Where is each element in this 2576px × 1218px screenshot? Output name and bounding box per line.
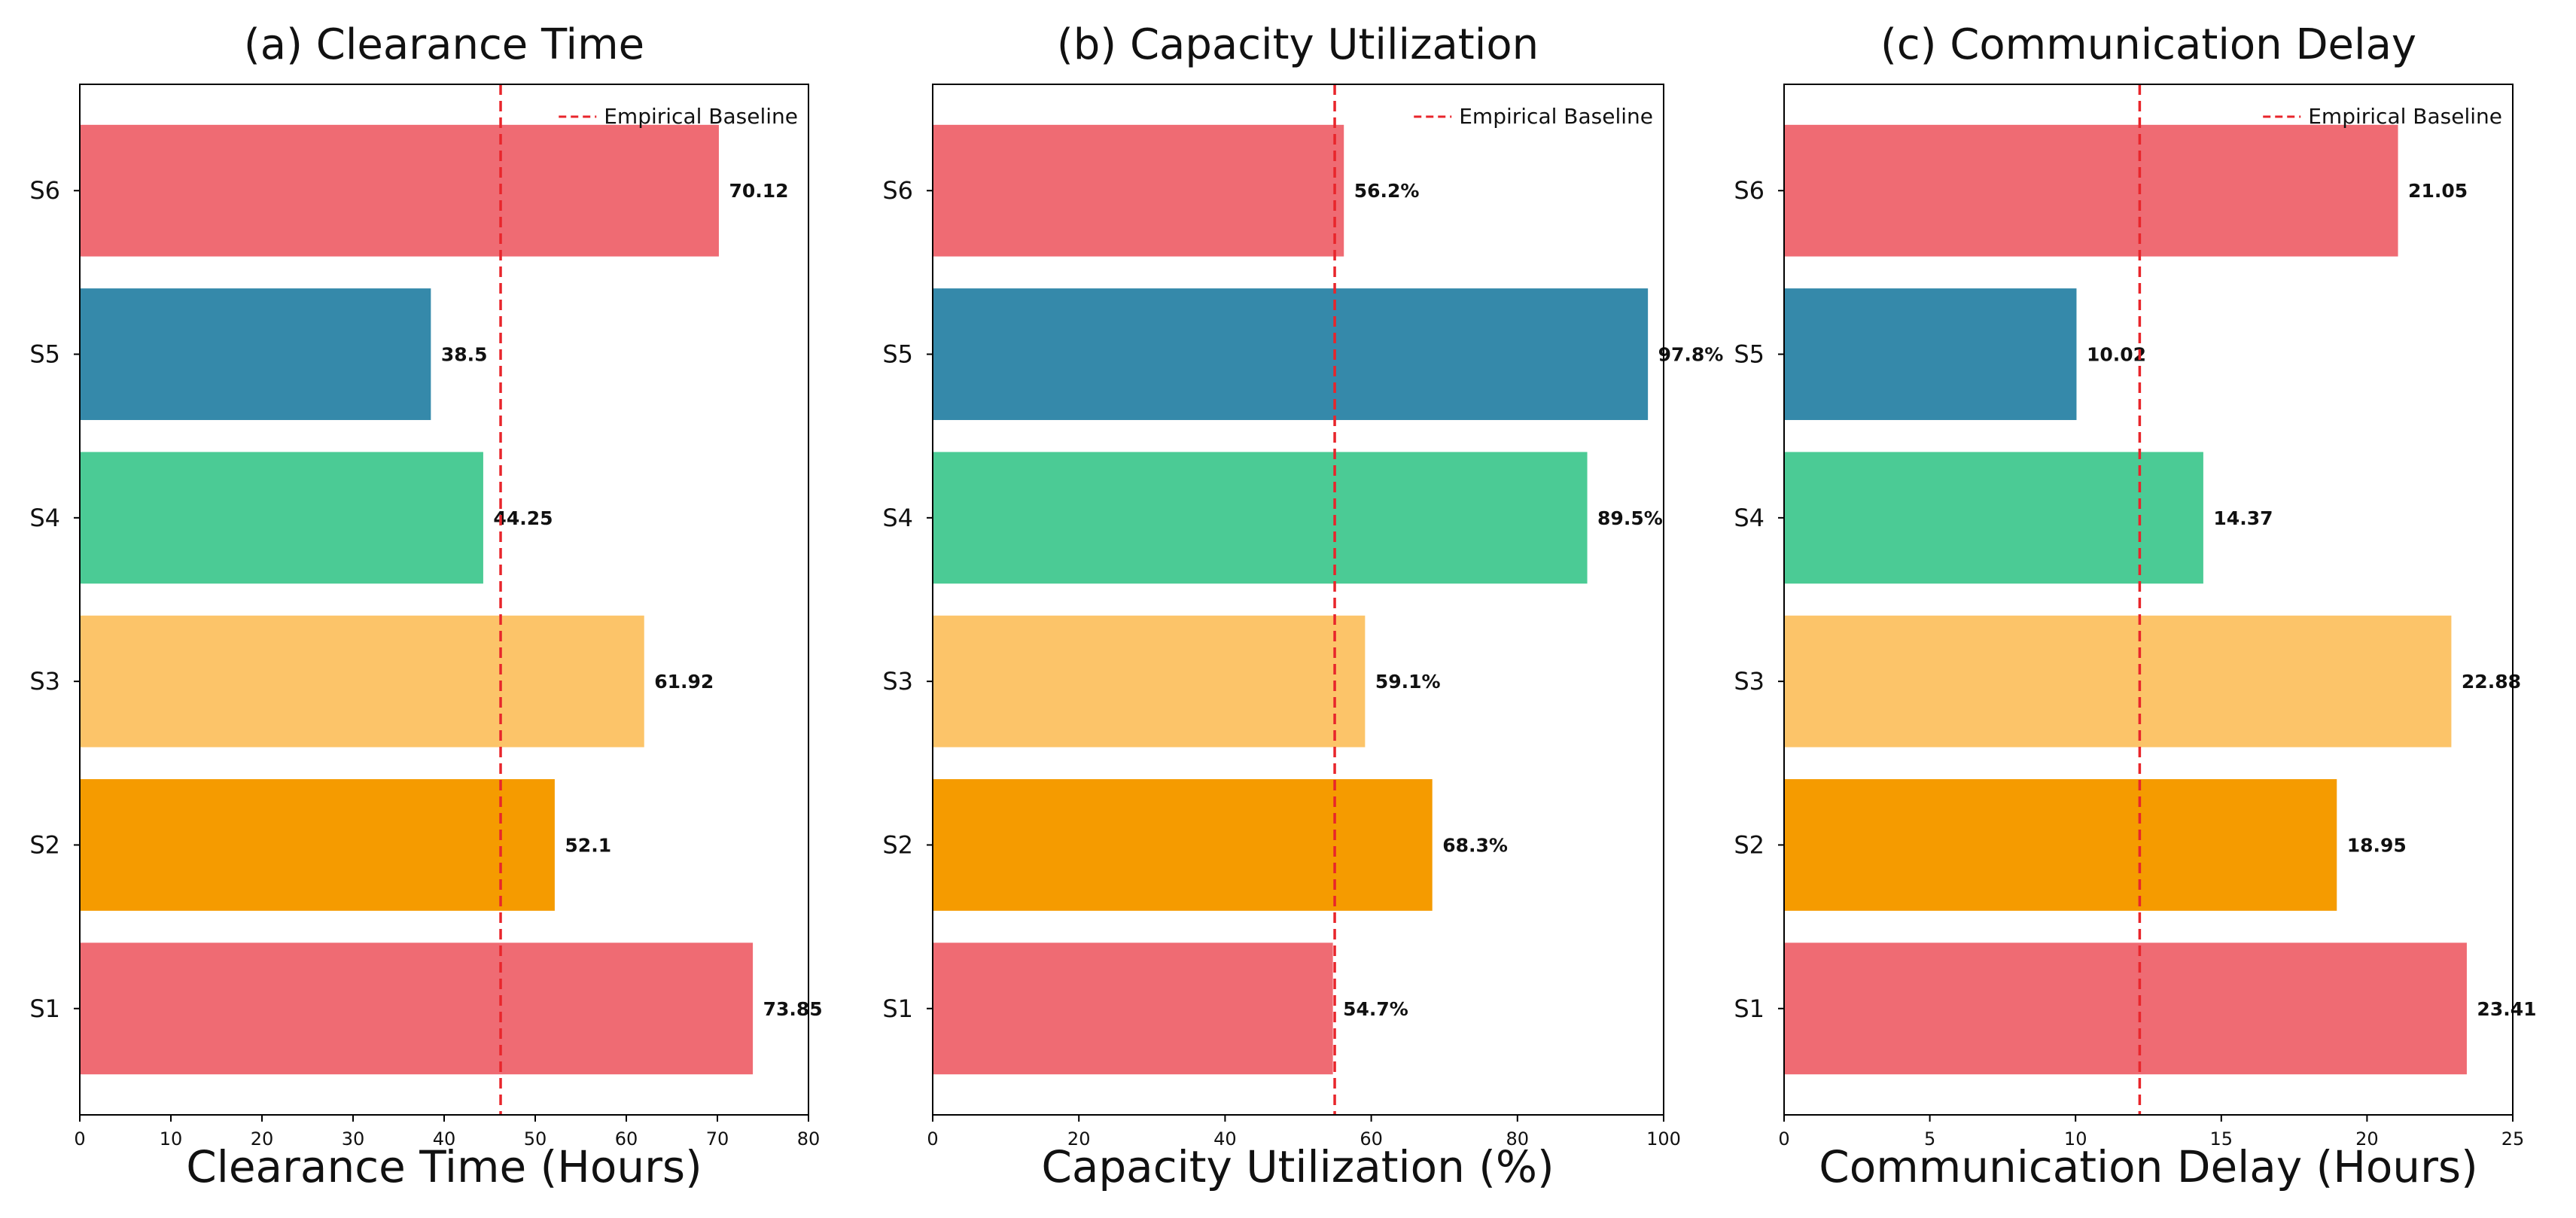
category-label-S6: S6 [882,176,913,205]
bar-S1 [1783,942,2467,1075]
legend: Empirical Baseline [559,104,798,129]
category-label-S3: S3 [882,667,913,696]
category-label-S1: S1 [29,994,60,1023]
x-tick-label: 20 [251,1128,274,1149]
value-label-S4: 89.5% [1597,507,1663,529]
legend: Empirical Baseline [2263,104,2502,129]
x-tick-label: 10 [2064,1128,2087,1149]
legend-label: Empirical Baseline [2308,104,2502,129]
panel-title: (a) Clearance Time [244,20,644,69]
category-label-S4: S4 [882,504,913,532]
x-tick-label: 80 [1506,1128,1530,1149]
x-tick-label: 20 [2355,1128,2379,1149]
bar-S2 [1783,779,2337,911]
category-label-S3: S3 [1734,667,1765,696]
x-axis-label: Communication Delay (Hours) [1819,1141,2478,1192]
bar-S2 [79,779,555,911]
x-tick-label: 100 [1646,1128,1681,1149]
x-tick-label: 5 [1924,1128,1935,1149]
x-axis-label: Clearance Time (Hours) [186,1141,702,1192]
bar-S3 [1783,615,2452,748]
legend-label: Empirical Baseline [1459,104,1653,129]
value-label-S1: 73.85 [763,998,823,1020]
legend-label: Empirical Baseline [604,104,798,129]
bar-S5 [932,288,1649,420]
value-label-S6: 70.12 [729,180,788,202]
panel-title: (b) Capacity Utilization [1057,20,1539,69]
bar-S6 [1783,124,2398,257]
value-label-S5: 10.02 [2087,344,2146,366]
category-label-S1: S1 [882,994,913,1023]
value-label-S6: 21.05 [2408,180,2468,202]
panel-title: (c) Communication Delay [1880,20,2416,69]
x-tick-label: 60 [1360,1128,1383,1149]
panel-1: (a) Clearance Time S1 73.85 S2 52.1 S3 61.92 S4… [29,20,822,1192]
bar-S4 [1783,452,2203,584]
bar-S5 [1783,288,2077,420]
category-label-S5: S5 [1734,340,1765,369]
x-tick-label: 60 [615,1128,638,1149]
category-label-S4: S4 [29,504,60,532]
value-label-S2: 68.3% [1442,834,1508,856]
value-label-S4: 44.25 [493,507,553,529]
value-label-S2: 18.95 [2347,834,2407,856]
x-tick-label: 15 [2210,1128,2233,1149]
category-label-S2: S2 [29,830,60,859]
x-tick-label: 30 [342,1128,365,1149]
x-tick-label: 70 [706,1128,729,1149]
category-label-S5: S5 [882,340,913,369]
legend: Empirical Baseline [1414,104,1653,129]
bar-S3 [932,615,1366,748]
x-tick-label: 50 [524,1128,547,1149]
x-tick-label: 40 [1213,1128,1237,1149]
category-label-S1: S1 [1734,994,1765,1023]
x-tick-label: 20 [1067,1128,1091,1149]
value-label-S3: 59.1% [1375,671,1441,693]
category-label-S2: S2 [882,830,913,859]
value-label-S1: 54.7% [1343,998,1408,1020]
value-label-S1: 23.41 [2477,998,2536,1020]
category-label-S5: S5 [29,340,60,369]
bar-S4 [79,452,483,584]
bar-S2 [932,779,1433,911]
value-label-S6: 56.2% [1354,180,1420,202]
value-label-S3: 22.88 [2462,671,2521,693]
category-label-S6: S6 [1734,176,1765,205]
value-label-S5: 97.8% [1658,344,1724,366]
bar-S6 [79,124,719,257]
category-label-S2: S2 [1734,830,1765,859]
x-tick-label: 10 [160,1128,183,1149]
value-label-S5: 38.5 [441,344,488,366]
bar-S4 [932,452,1588,584]
bar-S3 [79,615,644,748]
category-label-S4: S4 [1734,504,1765,532]
category-label-S3: S3 [29,667,60,696]
value-label-S3: 61.92 [654,671,714,693]
bar-S5 [79,288,431,420]
x-tick-label: 40 [433,1128,456,1149]
x-tick-label: 80 [797,1128,821,1149]
x-tick-label: 25 [2501,1128,2525,1149]
value-label-S4: 14.37 [2213,507,2273,529]
axes-frame [1783,84,2514,1116]
x-tick-label: 0 [1778,1128,1789,1149]
category-label-S6: S6 [29,176,60,205]
bar-S1 [932,942,1333,1075]
value-label-S2: 52.1 [565,834,611,856]
bar-S6 [932,124,1344,257]
x-tick-label: 0 [74,1128,85,1149]
panel-3: (c) Communication Delay S1 23.41 S2 18.95 S3 2… [1734,20,2536,1192]
axes-frame [932,84,1664,1116]
panel-2: (b) Capacity Utilization S1 54.7% S2 68.3% S3… [882,20,1723,1192]
bar-S1 [79,942,754,1075]
x-tick-label: 0 [927,1128,938,1149]
x-axis-label: Capacity Utilization (%) [1041,1141,1554,1192]
